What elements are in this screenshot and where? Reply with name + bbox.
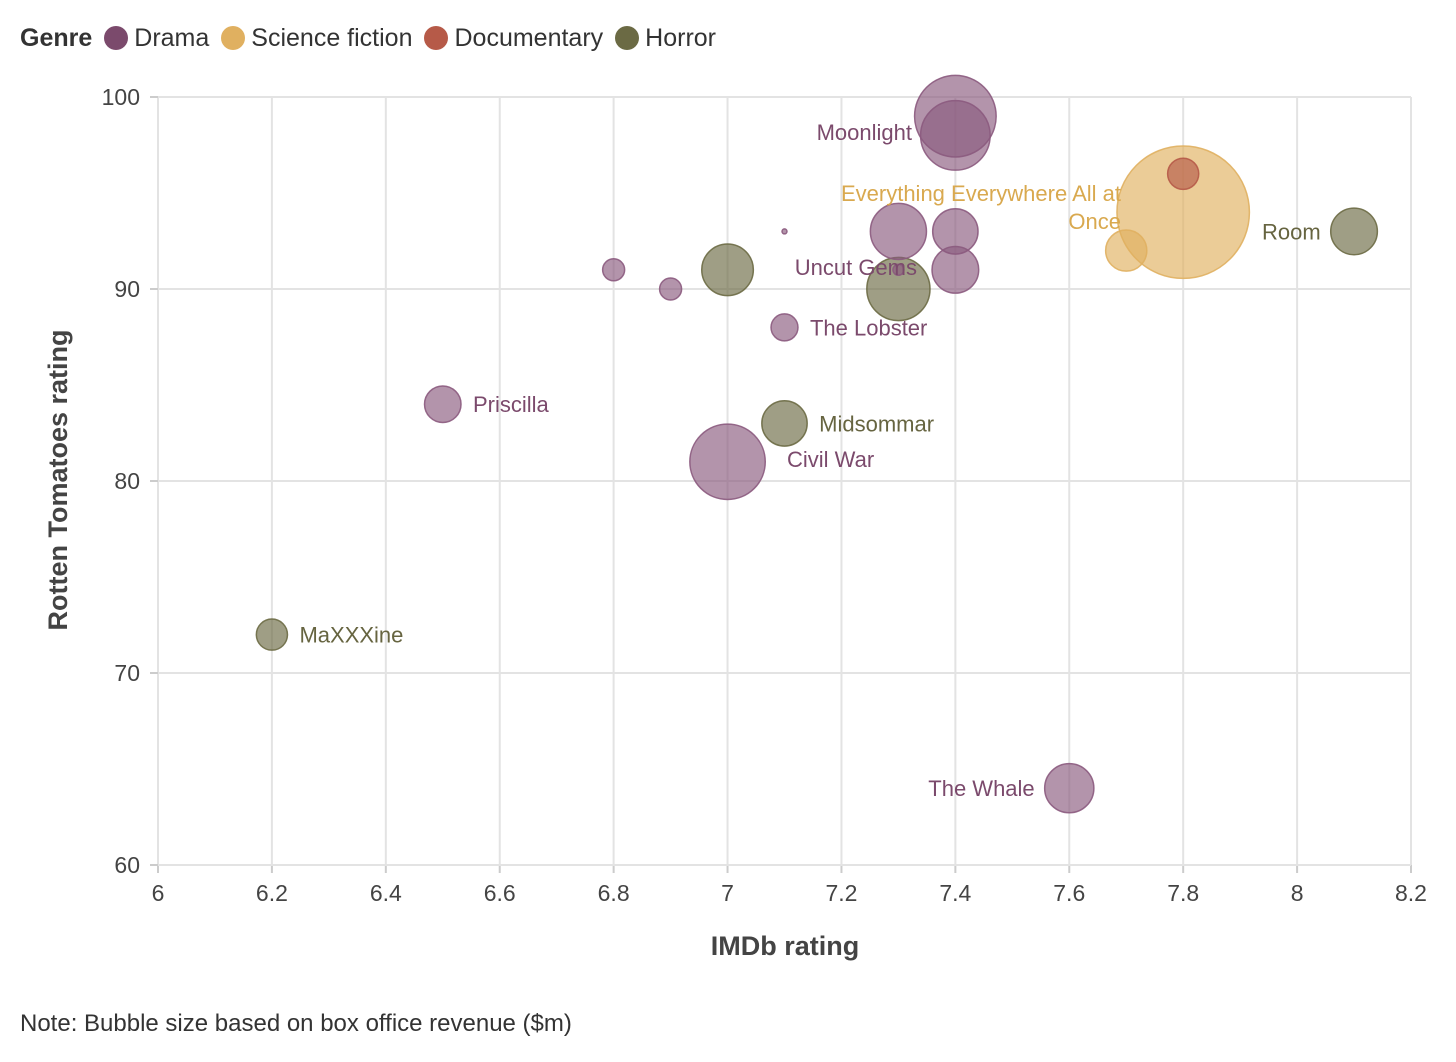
bubble-drama[interactable] — [770, 313, 799, 342]
bubble-drama[interactable] — [781, 228, 788, 235]
legend-item-science-fiction: Science fiction — [221, 24, 412, 53]
x-tick-label: 8.2 — [1395, 880, 1427, 906]
x-axis-ticks: 6 6.2 6.4 6.6 6.8 7 7.2 7.4 7.6 7.8 8 8.2 — [152, 880, 1427, 906]
bubble-labels: Moonlight Everything Everywhere All at Onc… — [299, 120, 1320, 801]
bubble-drama[interactable] — [931, 207, 979, 255]
bubble-science-fiction[interactable] — [1116, 145, 1251, 280]
x-tick-label: 7.8 — [1167, 880, 1199, 906]
legend-swatch-horror — [615, 26, 640, 50]
legend: Genre Drama Science fiction Documentary … — [20, 20, 728, 56]
legend-item-horror: Horror — [615, 24, 716, 53]
bubble-label-room: Room — [1262, 219, 1321, 244]
x-tick-label: 8 — [1291, 880, 1304, 906]
legend-label-horror: Horror — [645, 23, 716, 52]
bubble-label-the-whale: The Whale — [928, 776, 1034, 801]
bubble-drama[interactable] — [658, 277, 683, 301]
x-tick-label: 7.4 — [939, 880, 971, 906]
bubble-chart: Moonlight Everything Everywhere All at Onc… — [43, 74, 1427, 961]
bubble-drama[interactable] — [423, 385, 462, 424]
bubble-drama[interactable] — [1043, 762, 1095, 814]
x-tick-label: 6.6 — [484, 880, 516, 906]
bubble-label-uncut-gems: Uncut Gems — [795, 255, 917, 280]
bubble-drama[interactable] — [919, 99, 991, 171]
y-tick-label: 80 — [114, 468, 140, 494]
bubble-horror[interactable] — [1329, 207, 1379, 256]
legend-swatch-documentary — [424, 26, 449, 50]
bubble-label-priscilla: Priscilla — [473, 392, 550, 417]
legend-swatch-drama — [104, 26, 129, 50]
bubble-science-fiction[interactable] — [1104, 229, 1148, 272]
legend-item-documentary: Documentary — [424, 24, 603, 53]
legend-item-drama: Drama — [104, 24, 209, 53]
x-tick-label: 7.6 — [1053, 880, 1085, 906]
bubble-label-the-lobster: The Lobster — [810, 315, 927, 340]
bubble-horror[interactable] — [700, 243, 755, 297]
bubble-drama[interactable] — [601, 258, 626, 282]
bubble-horror[interactable] — [255, 618, 289, 651]
bubble-documentary[interactable] — [1166, 157, 1200, 191]
x-tick-label: 7.2 — [825, 880, 857, 906]
x-tick-label: 6.4 — [370, 880, 402, 906]
legend-title: Genre — [20, 23, 93, 52]
x-tick-label: 6.2 — [256, 880, 288, 906]
bubble-drama[interactable] — [869, 202, 928, 261]
x-tick-label: 7 — [721, 880, 734, 906]
bubble-label-everything-everywhere-all-at-once: Everything Everywhere All at Once — [841, 181, 1121, 234]
x-axis-title: IMDb rating — [711, 931, 860, 961]
bubble-label-midsommar: Midsommar — [819, 411, 934, 436]
y-tick-label: 60 — [114, 852, 140, 878]
bubbles — [255, 74, 1379, 814]
bubble-horror[interactable] — [761, 399, 808, 447]
y-axis-title: Rotten Tomatoes rating — [43, 329, 73, 630]
legend-label-documentary: Documentary — [454, 23, 604, 52]
x-tick-label: 6 — [152, 880, 165, 906]
bubble-label-moonlight: Moonlight — [817, 120, 912, 145]
legend-label-drama: Drama — [134, 23, 210, 52]
bubble-label-civil-war: Civil War — [787, 447, 874, 472]
y-tick-label: 70 — [114, 660, 140, 686]
bubble-drama[interactable] — [689, 423, 767, 501]
legend-swatch-science-fiction — [221, 26, 246, 50]
y-tick-label: 90 — [114, 276, 140, 302]
legend-label-science-fiction: Science fiction — [251, 23, 413, 52]
bubble-label-maxxxine: MaXXXine — [299, 623, 403, 648]
y-axis-ticks: 60 70 80 90 100 — [102, 84, 140, 878]
bubble-drama[interactable] — [892, 263, 905, 277]
chart-note: Note: Bubble size based on box office re… — [20, 1010, 572, 1037]
y-tick-label: 100 — [102, 84, 140, 110]
x-tick-label: 6.8 — [598, 880, 630, 906]
